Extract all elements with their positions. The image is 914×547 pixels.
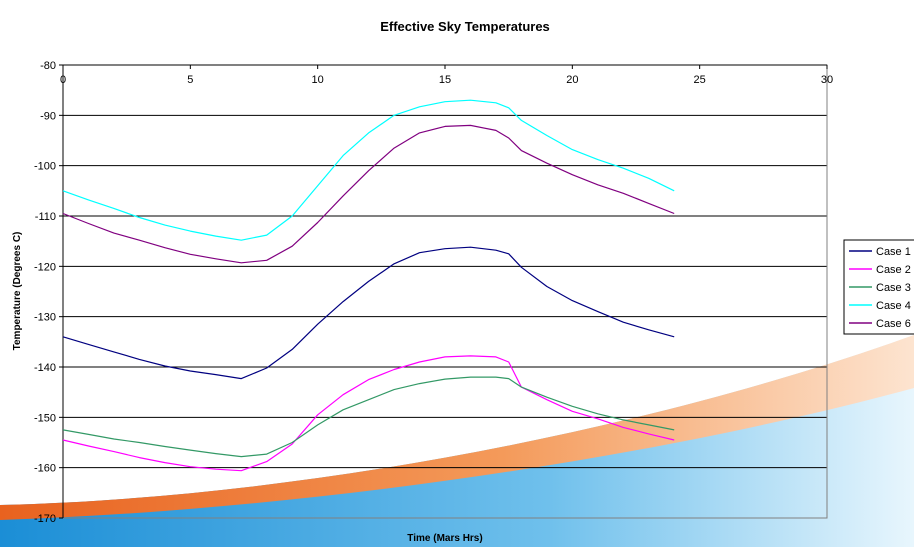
y-tick-label: -130 — [34, 312, 56, 324]
y-tick-label: -120 — [34, 261, 56, 273]
series-line-case-2 — [62, 355, 675, 472]
x-tick-label: 15 — [439, 74, 451, 86]
x-tick-label: 30 — [821, 74, 833, 86]
legend-label: Case 4 — [876, 300, 911, 312]
y-tick-label: -90 — [40, 110, 56, 122]
series-line-case-3 — [62, 376, 675, 458]
legend: Case 1 Case 2 Case 3 Case 4 Case 6 — [843, 239, 914, 335]
y-tick-label: -150 — [34, 412, 56, 424]
x-tick-label: 5 — [187, 74, 193, 86]
legend-label: Case 1 — [876, 246, 911, 258]
y-tick-label: -170 — [34, 513, 56, 525]
chart-title: Effective Sky Temperatures — [380, 19, 550, 34]
y-tick-label: -140 — [34, 362, 56, 374]
background-swoosh — [0, 335, 914, 547]
plot-area: -80 -90 -100 -110 -120 -130 -140 -150 -160 -170 0 5… — [34, 60, 833, 525]
series-line-case-6 — [62, 124, 675, 264]
legend-label: Case 6 — [876, 318, 911, 330]
y-tick-label: -80 — [40, 60, 56, 72]
y-tick-label: -110 — [35, 211, 56, 223]
series-line-case-1 — [62, 246, 675, 380]
x-tick-label: 10 — [312, 74, 324, 86]
legend-label: Case 2 — [876, 264, 911, 276]
x-axis-title: Time (Mars Hrs) — [407, 533, 482, 544]
x-tick-label: 20 — [566, 74, 578, 86]
y-axis-title: Temperature (Degrees C) — [12, 232, 23, 351]
legend-label: Case 3 — [876, 282, 911, 294]
x-tick-label: 25 — [694, 74, 706, 86]
x-tick-label: 0 — [60, 74, 66, 86]
y-tick-label: -160 — [34, 463, 56, 475]
y-tick-label: -100 — [34, 161, 56, 173]
series-line-case-4 — [62, 99, 675, 241]
